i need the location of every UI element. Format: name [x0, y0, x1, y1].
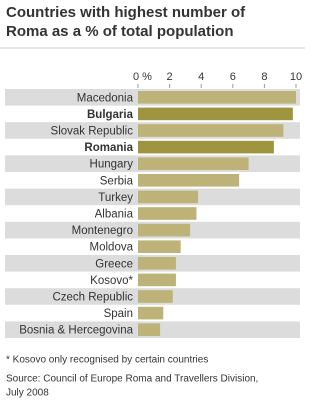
bar [138, 273, 176, 287]
y-tick-label: Spain [104, 308, 133, 320]
chart-title: Countries with highest number of [6, 4, 246, 21]
bar [138, 223, 191, 237]
x-tick-label: 6 [230, 71, 236, 83]
bar [138, 140, 274, 154]
bar [138, 240, 181, 253]
y-tick-label: Greece [95, 258, 133, 270]
bar [138, 190, 199, 204]
y-tick-label: Montenegro [72, 225, 133, 237]
bar [138, 91, 296, 104]
chart: Countries with highest number of Roma as… [0, 4, 305, 399]
bar [138, 157, 249, 170]
y-tick-label: Slovak Republic [51, 126, 134, 138]
y-tick-label: Albania [95, 209, 134, 221]
y-tick-label: Bosnia & Hercegovina [19, 325, 133, 337]
y-tick-label: Kosovo* [90, 275, 133, 287]
x-tick-label: 10 [290, 71, 302, 83]
bar [138, 174, 240, 187]
footnote: * Kosovo only recognised by certain coun… [6, 355, 208, 366]
y-tick-label: Czech Republic [52, 292, 133, 304]
y-tick-label: Romania [84, 142, 133, 154]
y-tick-label: Moldova [90, 242, 134, 254]
x-tick-label: 2 [167, 71, 173, 83]
bar [138, 290, 173, 303]
y-tick-label: Macedonia [77, 92, 134, 104]
source: July 2008 [6, 388, 49, 399]
x-tick-label: 8 [261, 71, 267, 83]
x-tick-label: 0 % [133, 71, 152, 83]
chart-title: Roma as a % of total population [6, 23, 234, 40]
bar [138, 124, 284, 137]
y-tick-label: Turkey [98, 192, 133, 204]
bar [138, 306, 164, 320]
bar [138, 207, 197, 220]
y-tick-label: Hungary [90, 159, 134, 171]
bar [138, 323, 161, 336]
bar [138, 257, 176, 270]
y-tick-label: Bulgaria [87, 109, 134, 121]
y-tick-label: Serbia [100, 175, 134, 187]
x-tick-label: 4 [198, 71, 204, 83]
source: Source: Council of Europe Roma and Trave… [6, 374, 258, 385]
bar [138, 107, 293, 121]
